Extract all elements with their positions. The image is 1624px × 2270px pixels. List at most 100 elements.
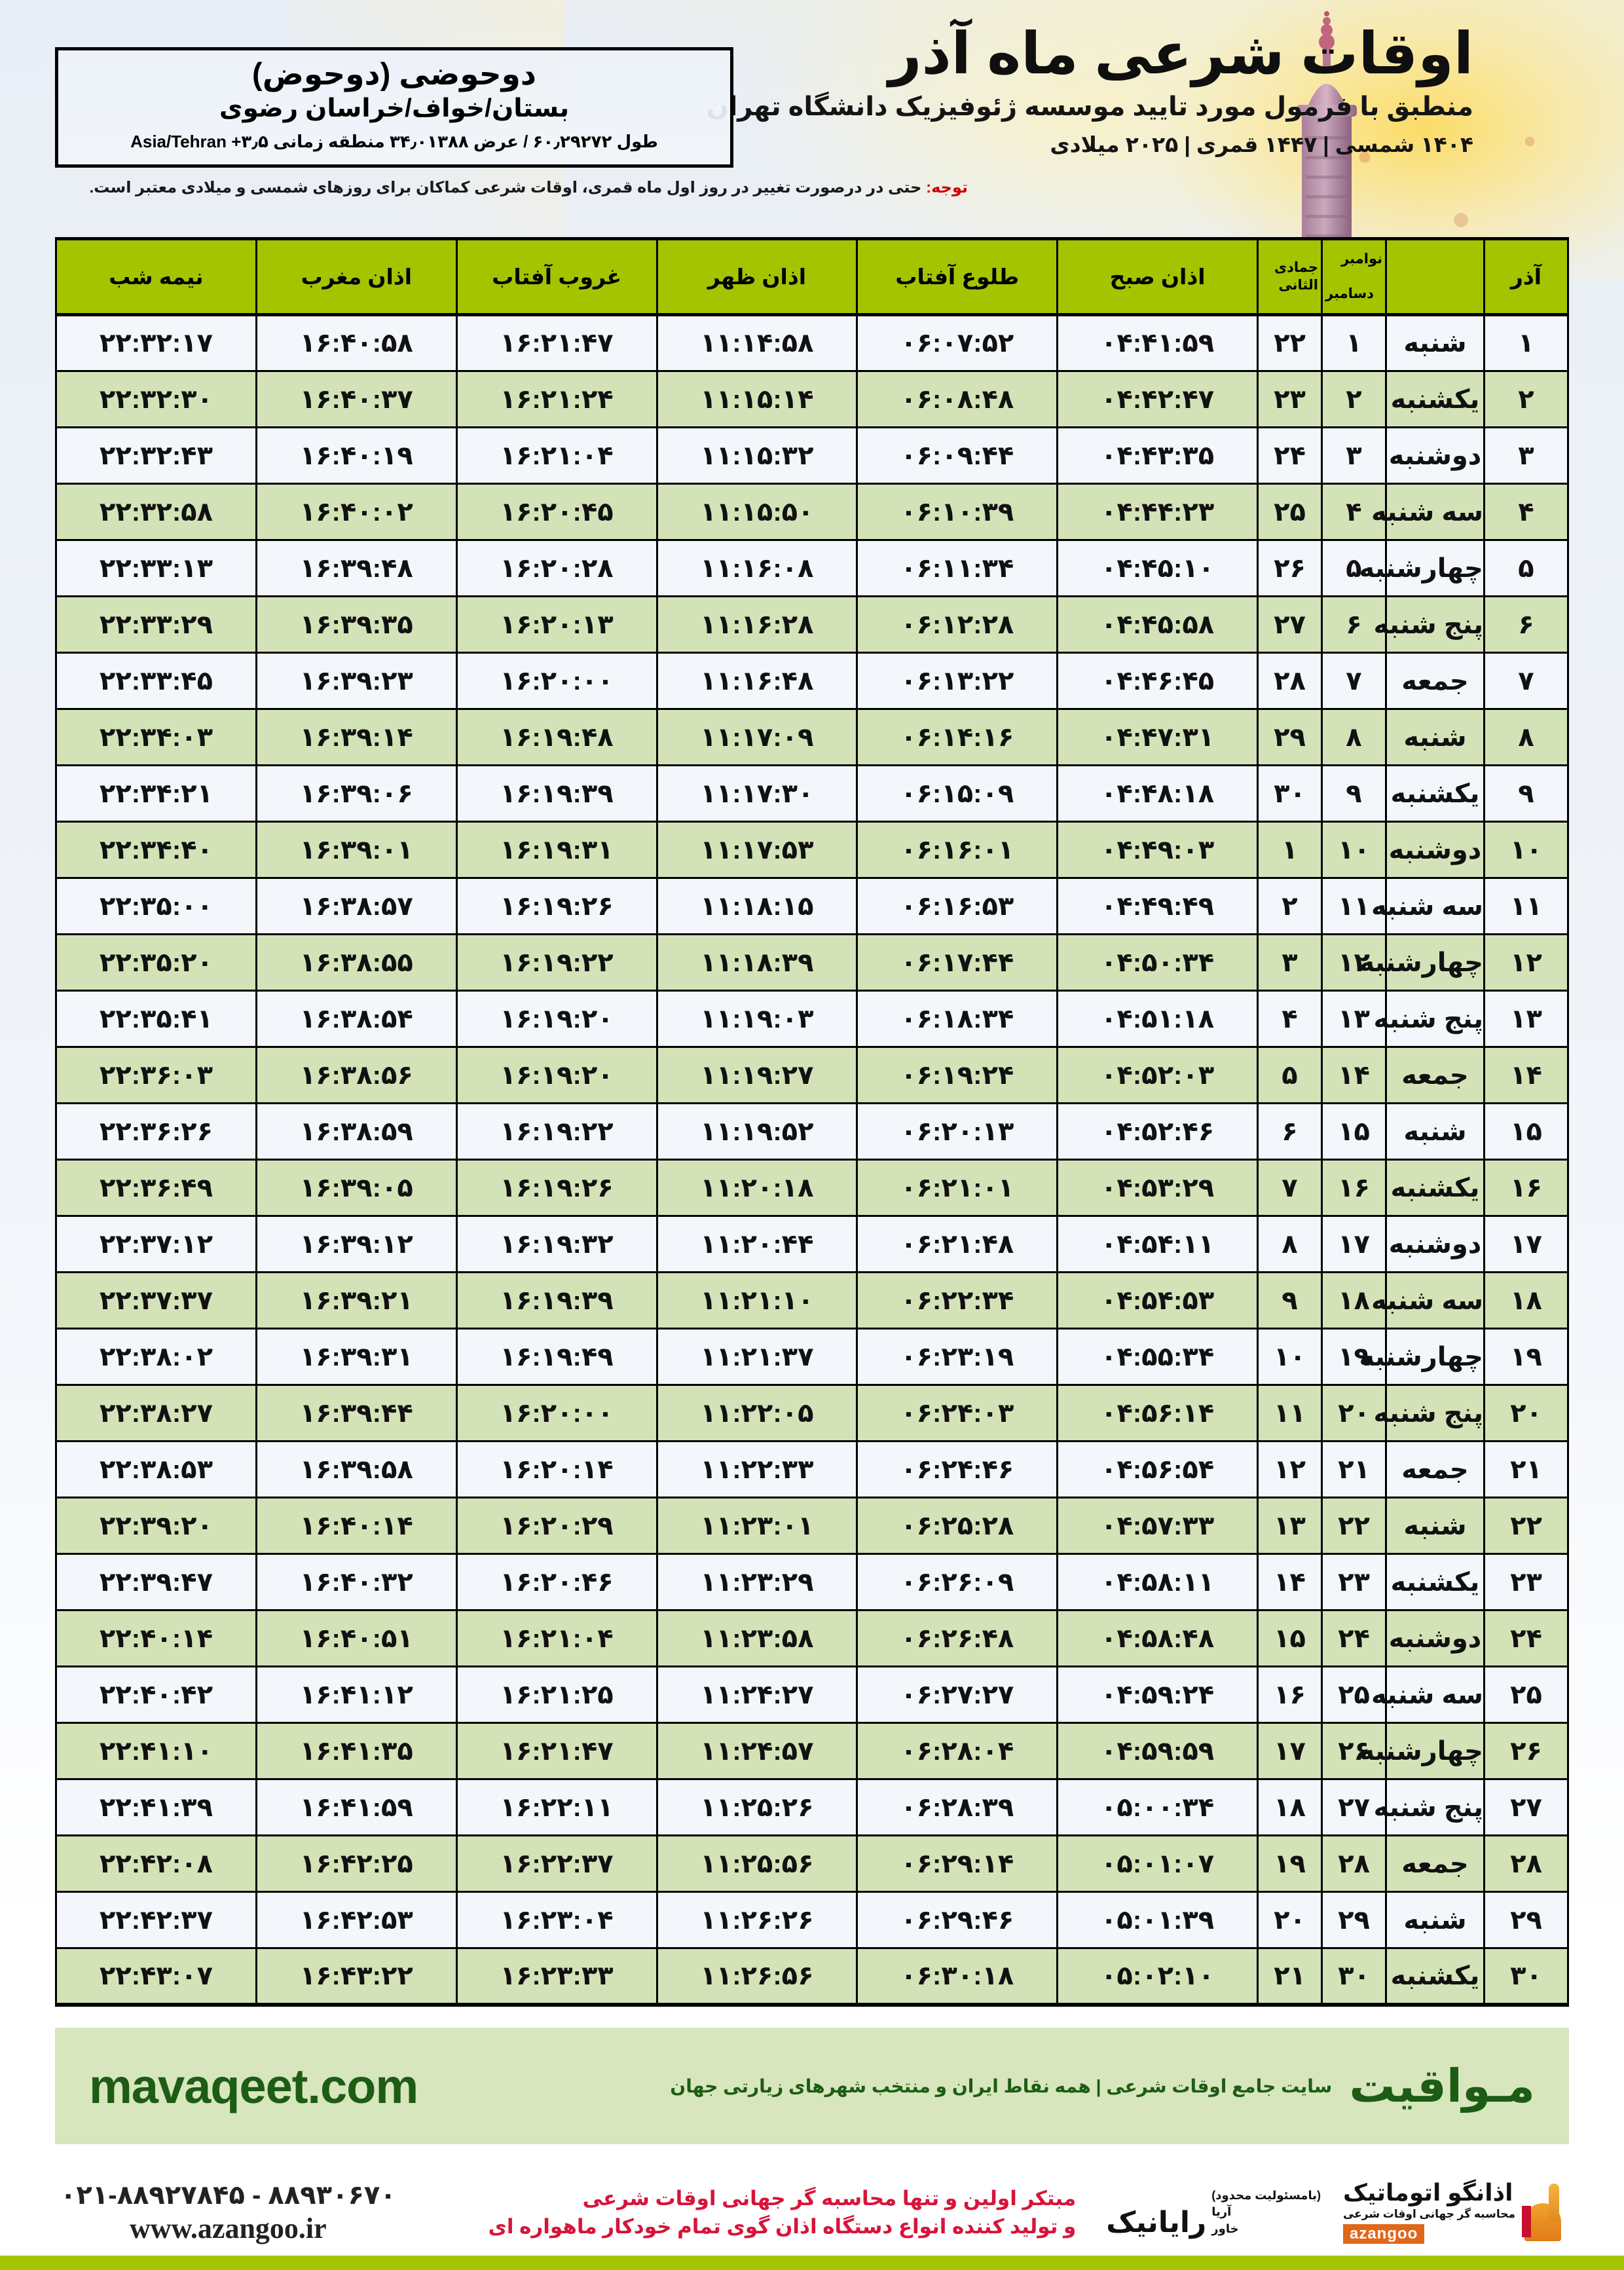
cell-day-name: شنبه xyxy=(1385,1891,1485,1949)
table-row: ۸ شنبه ۸ ۲۹ ۰۴:۴۷:۳۱ ۰۶:۱۴:۱۶ ۱۱:۱۷:۰۹ ۱۶:۱۹:۴۸… xyxy=(55,708,1569,766)
cell-azar-day: ۹ xyxy=(1483,764,1569,823)
cell-day-name: چهارشنبه xyxy=(1359,1722,1485,1780)
cell-gregorian: ۱۵ xyxy=(1321,1102,1387,1161)
cell-hijri: ۳ xyxy=(1257,933,1323,992)
table-row: ۲۸ جمعه ۲۸ ۱۹ ۰۵:۰۱:۰۷ ۰۶:۲۹:۱۴ ۱۱:۲۵:۵۶ ۱۶:۲۲:… xyxy=(55,1834,1569,1893)
cell-fajr: ۰۴:۵۲:۰۳ xyxy=(1056,1046,1259,1104)
table-row: ۱۳ پنج شنبه ۱۳ ۴ ۰۴:۵۱:۱۸ ۰۶:۱۸:۳۴ ۱۱:۱۹:۰۳ ۱۶:… xyxy=(55,990,1569,1048)
cell-maghrib: ۱۶:۴۰:۱۴ xyxy=(255,1497,458,1555)
calendar-years: ۱۴۰۴ شمسی | ۱۴۴۷ قمری | ۲۰۲۵ میلادی xyxy=(1050,132,1473,157)
col-header-dhuhr: اذان ظهر xyxy=(655,238,858,315)
cell-hijri: ۱۱ xyxy=(1257,1384,1323,1442)
cell-day-name: جمعه xyxy=(1385,1440,1485,1498)
cell-sunrise: ۰۶:۲۹:۱۴ xyxy=(856,1834,1059,1893)
cell-dhuhr: ۱۱:۱۴:۵۸ xyxy=(655,314,858,372)
cell-hijri: ۳۰ xyxy=(1257,764,1323,823)
cell-hijri: ۲۳ xyxy=(1257,370,1323,428)
cell-maghrib: ۱۶:۴۱:۱۲ xyxy=(255,1665,458,1724)
cell-day-name: چهارشنبه xyxy=(1359,933,1485,992)
table-row: ۲۵ سه شنبه ۲۵ ۱۶ ۰۴:۵۹:۲۴ ۰۶:۲۷:۲۷ ۱۱:۲۴:۲۷ ۱۶:… xyxy=(55,1665,1569,1724)
table-row: ۲۳ یکشنبه ۲۳ ۱۴ ۰۴:۵۸:۱۱ ۰۶:۲۶:۰۹ ۱۱:۲۳:۲۹ ۱۶:۲… xyxy=(55,1553,1569,1611)
cell-hijri: ۲۹ xyxy=(1257,708,1323,766)
cell-gregorian: ۱ xyxy=(1321,314,1387,372)
cell-dhuhr: ۱۱:۲۲:۳۳ xyxy=(655,1440,858,1498)
cell-maghrib: ۱۶:۴۰:۵۱ xyxy=(255,1609,458,1667)
cell-sunset: ۱۶:۲۰:۲۸ xyxy=(455,539,658,597)
cell-maghrib: ۱۶:۳۹:۱۴ xyxy=(255,708,458,766)
cell-day-name: جمعه xyxy=(1385,1834,1485,1893)
cell-gregorian: ۷ xyxy=(1321,652,1387,710)
cell-fajr: ۰۴:۴۷:۳۱ xyxy=(1056,708,1259,766)
cell-fajr: ۰۵:۰۱:۰۷ xyxy=(1056,1834,1259,1893)
cell-maghrib: ۱۶:۳۸:۵۷ xyxy=(255,877,458,935)
cell-sunset: ۱۶:۱۹:۳۹ xyxy=(455,764,658,823)
col-header-fajr: اذان صبح xyxy=(1056,238,1259,315)
cell-gregorian: ۱۰ xyxy=(1321,821,1387,879)
promo-website[interactable]: mavaqeet.com xyxy=(89,2058,418,2113)
table-row: ۲ یکشنبه ۲ ۲۳ ۰۴:۴۲:۴۷ ۰۶:۰۸:۴۸ ۱۱:۱۵:۱۴ ۱۶:۲۱:… xyxy=(55,370,1569,428)
cell-midnight: ۲۲:۳۸:۲۷ xyxy=(55,1384,257,1442)
cell-midnight: ۲۲:۴۰:۴۲ xyxy=(55,1665,257,1724)
cell-day-name: شنبه xyxy=(1385,1102,1485,1161)
rayanik-side-arya: آریا xyxy=(1211,2205,1232,2219)
cell-midnight: ۲۲:۳۷:۱۲ xyxy=(55,1215,257,1273)
cell-azar-day: ۲۳ xyxy=(1483,1553,1569,1611)
cell-azar-day: ۱۴ xyxy=(1483,1046,1569,1104)
cell-sunrise: ۰۶:۲۱:۰۱ xyxy=(856,1159,1059,1217)
cell-sunrise: ۰۶:۱۳:۲۲ xyxy=(856,652,1059,710)
cell-sunrise: ۰۶:۱۵:۰۹ xyxy=(856,764,1059,823)
cell-fajr: ۰۴:۴۸:۱۸ xyxy=(1056,764,1259,823)
cell-hijri: ۲۱ xyxy=(1257,1947,1323,2007)
cell-day-name: دوشنبه xyxy=(1385,1215,1485,1273)
cell-sunrise: ۰۶:۱۱:۳۴ xyxy=(856,539,1059,597)
cell-hijri: ۱۳ xyxy=(1257,1497,1323,1555)
col-header-sunrise: طلوع آفتاب xyxy=(856,238,1059,315)
col-header-midnight: نیمه شب xyxy=(55,238,257,315)
cell-maghrib: ۱۶:۳۸:۵۶ xyxy=(255,1046,458,1104)
cell-sunset: ۱۶:۲۱:۰۴ xyxy=(455,426,658,485)
cell-hijri: ۱۹ xyxy=(1257,1834,1323,1893)
cell-fajr: ۰۴:۴۶:۴۵ xyxy=(1056,652,1259,710)
cell-midnight: ۲۲:۳۴:۰۳ xyxy=(55,708,257,766)
cell-gregorian: ۱۹ xyxy=(1321,1328,1387,1386)
cell-maghrib: ۱۶:۳۹:۳۵ xyxy=(255,595,458,654)
table-row: ۱۱ سه شنبه ۱۱ ۲ ۰۴:۴۹:۴۹ ۰۶:۱۶:۵۳ ۱۱:۱۸:۱۵ ۱۶:۱… xyxy=(55,877,1569,935)
cell-midnight: ۲۲:۴۱:۳۹ xyxy=(55,1778,257,1836)
cell-midnight: ۲۲:۴۲:۳۷ xyxy=(55,1891,257,1949)
cell-azar-day: ۲۱ xyxy=(1483,1440,1569,1498)
cell-dhuhr: ۱۱:۱۷:۳۰ xyxy=(655,764,858,823)
cell-dhuhr: ۱۱:۱۵:۵۰ xyxy=(655,483,858,541)
cell-dhuhr: ۱۱:۲۴:۲۷ xyxy=(655,1665,858,1724)
cell-day-name: پنج شنبه xyxy=(1373,1778,1485,1836)
table-row: ۱۰ دوشنبه ۱۰ ۱ ۰۴:۴۹:۰۳ ۰۶:۱۶:۰۱ ۱۱:۱۷:۵۳ ۱۶:۱۹… xyxy=(55,821,1569,879)
cell-dhuhr: ۱۱:۲۱:۱۰ xyxy=(655,1271,858,1330)
page-title-block: اوقات شرعی ماه آذر منطبق با فرمول مورد ت… xyxy=(557,22,1474,158)
cell-gregorian: ۱۴ xyxy=(1321,1046,1387,1104)
cell-dhuhr: ۱۱:۱۹:۵۲ xyxy=(655,1102,858,1161)
cell-sunset: ۱۶:۲۰:۰۰ xyxy=(455,1384,658,1442)
cell-fajr: ۰۴:۵۱:۱۸ xyxy=(1056,990,1259,1048)
cell-sunset: ۱۶:۱۹:۳۹ xyxy=(455,1271,658,1330)
cell-sunrise: ۰۶:۲۲:۳۴ xyxy=(856,1271,1059,1330)
cell-azar-day: ۲ xyxy=(1483,370,1569,428)
cell-sunset: ۱۶:۲۰:۴۶ xyxy=(455,1553,658,1611)
cell-hijri: ۱۷ xyxy=(1257,1722,1323,1780)
cell-midnight: ۲۲:۳۶:۴۹ xyxy=(55,1159,257,1217)
table-row: ۲۱ جمعه ۲۱ ۱۲ ۰۴:۵۶:۵۴ ۰۶:۲۴:۴۶ ۱۱:۲۲:۳۳ ۱۶:۲۰:… xyxy=(55,1440,1569,1498)
table-row: ۲۰ پنج شنبه ۲۰ ۱۱ ۰۴:۵۶:۱۴ ۰۶:۲۴:۰۳ ۱۱:۲۲:۰۵ ۱۶… xyxy=(55,1384,1569,1442)
footer-website[interactable]: www.azangoo.ir xyxy=(130,2212,327,2244)
cell-gregorian: ۱۱ xyxy=(1321,877,1387,935)
cell-dhuhr: ۱۱:۲۰:۱۸ xyxy=(655,1159,858,1217)
cell-sunrise: ۰۶:۱۷:۴۴ xyxy=(856,933,1059,992)
cell-fajr: ۰۴:۵۴:۱۱ xyxy=(1056,1215,1259,1273)
cell-sunrise: ۰۶:۲۵:۲۸ xyxy=(856,1497,1059,1555)
footer-phone: ۰۲۱-۸۸۹۲۷۸۴۵ - ۸۸۹۳۰۶۷۰ xyxy=(60,2180,396,2210)
cell-midnight: ۲۲:۳۲:۵۸ xyxy=(55,483,257,541)
table-row: ۱۵ شنبه ۱۵ ۶ ۰۴:۵۲:۴۶ ۰۶:۲۰:۱۳ ۱۱:۱۹:۵۲ ۱۶:۱۹:۲… xyxy=(55,1102,1569,1161)
cell-fajr: ۰۵:۰۲:۱۰ xyxy=(1056,1947,1259,2007)
cell-maghrib: ۱۶:۴۳:۲۲ xyxy=(255,1947,458,2007)
cell-azar-day: ۲۶ xyxy=(1483,1722,1569,1780)
cell-azar-day: ۱۰ xyxy=(1483,821,1569,879)
cell-sunset: ۱۶:۱۹:۲۰ xyxy=(455,1046,658,1104)
cell-midnight: ۲۲:۳۹:۲۰ xyxy=(55,1497,257,1555)
